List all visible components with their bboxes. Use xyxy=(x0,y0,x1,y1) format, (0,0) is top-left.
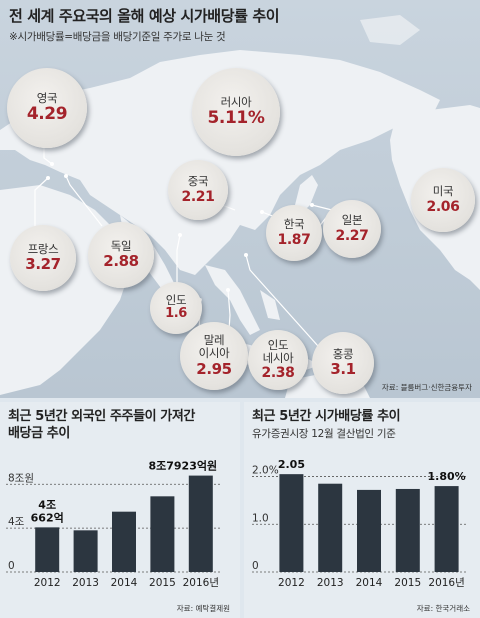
bubble-russia: 러시아 5.11% xyxy=(192,68,280,156)
bubble-indonesia: 인도 네시아 2.38 xyxy=(248,330,308,390)
bubble-hongkong: 홍콩 3.1 xyxy=(312,332,374,394)
country-name: 프랑스 xyxy=(27,241,59,256)
bubble-india: 인도 1.6 xyxy=(150,282,202,334)
x-tick-label: 2012 xyxy=(278,577,305,589)
country-value: 2.88 xyxy=(103,251,139,270)
country-value: 3.27 xyxy=(25,254,61,273)
bubble-china: 중국 2.21 xyxy=(168,160,228,220)
dividend-yield-panel: 최근 5년간 시가배당률 추이 유가증권시장 12월 결산법인 기준 0 1.0 2… xyxy=(244,402,480,618)
dividend-amount-panel: 최근 5년간 외국인 주주들이 가져간 배당금 추이 0 4조 8조원 2012 201… xyxy=(0,402,240,618)
country-name: 한국 xyxy=(283,217,305,232)
country-name: 인도 xyxy=(165,292,187,307)
bar xyxy=(150,496,175,572)
chart-source: 자료: 예탁결제원 xyxy=(176,604,230,613)
y-tick-label: 0 xyxy=(8,560,15,572)
dividend-amount-chart: 0 4조 8조원 2012 2013 2014 2015 2016년 4조 662억 8조7923억… xyxy=(6,459,220,589)
bubble-usa: 미국 2.06 xyxy=(411,168,475,232)
x-tick-label: 2016년 xyxy=(428,577,464,589)
chart-subtitle: 유가증권시장 12월 결산법인 기준 xyxy=(252,428,396,440)
country-name: 독일 xyxy=(110,238,132,253)
bubble-france: 프랑스 3.27 xyxy=(10,225,76,291)
bubble-korea: 한국 1.87 xyxy=(266,205,322,261)
country-name: 말레 이시아 xyxy=(198,333,230,361)
bubble-japan: 일본 2.27 xyxy=(323,200,381,258)
x-tick-label: 2015 xyxy=(394,577,421,589)
country-name: 러시아 xyxy=(220,94,252,109)
country-name: 영국 xyxy=(36,90,58,105)
x-tick-label: 2016년 xyxy=(183,577,219,589)
country-value: 3.1 xyxy=(330,359,356,378)
bubble-uk: 영국 4.29 xyxy=(7,68,87,148)
y-tick-label: 1.0 xyxy=(252,512,269,524)
country-name: 인도 네시아 xyxy=(262,337,294,365)
y-tick-label: 0 xyxy=(252,560,259,572)
bar xyxy=(395,488,420,572)
data-label: 8조7923억원 xyxy=(148,459,217,473)
dividend-yield-chart: 0 1.0 2.0% 2012 2013 2014 2015 2016년 2.05 1.80% xyxy=(252,458,466,589)
y-tick-label: 4조 xyxy=(8,516,25,528)
country-value: 2.38 xyxy=(261,365,295,382)
country-name: 홍콩 xyxy=(332,346,354,361)
x-tick-label: 2013 xyxy=(317,577,344,589)
page-subtitle: ※시가배당률=배당금을 배당기준일 주가로 나눈 것 xyxy=(9,31,226,43)
country-name: 미국 xyxy=(432,184,454,199)
bubble-malaysia: 말레 이시아 2.95 xyxy=(180,322,248,390)
country-value: 2.06 xyxy=(426,198,460,215)
data-label: 4조 662억 xyxy=(31,498,64,524)
bubble-germany: 독일 2.88 xyxy=(88,222,154,288)
bar xyxy=(112,511,136,572)
world-map-panel: 전 세계 주요국의 올해 예상 시가배당률 추이 ※시가배당률=배당금을 배당기… xyxy=(0,0,480,398)
country-name: 중국 xyxy=(187,174,209,189)
country-value: 4.29 xyxy=(26,103,68,124)
bar xyxy=(188,475,213,572)
chart-title: 최근 5년간 외국인 주주들이 가져간 배당금 추이 xyxy=(8,409,195,441)
x-tick-label: 2014 xyxy=(356,577,383,589)
chart-source: 자료: 한국거래소 xyxy=(416,604,470,613)
country-name: 일본 xyxy=(341,213,363,228)
y-tick-label: 2.0% xyxy=(252,465,279,477)
map-source: 자료: 블룸버그·신한금융투자 xyxy=(381,383,472,392)
country-value: 2.21 xyxy=(181,188,215,205)
country-value: 1.87 xyxy=(277,231,311,248)
chart-title: 최근 5년간 시가배당률 추이 xyxy=(252,409,401,424)
bar xyxy=(318,483,343,572)
x-tick-label: 2014 xyxy=(111,577,138,589)
page-title: 전 세계 주요국의 올해 예상 시가배당률 추이 xyxy=(9,7,280,25)
x-tick-label: 2013 xyxy=(72,577,99,589)
country-value: 2.95 xyxy=(196,359,232,378)
country-value: 5.11% xyxy=(207,107,265,128)
data-label: 2.05 xyxy=(278,458,305,471)
bar xyxy=(434,486,459,572)
y-tick-label: 8조원 xyxy=(8,472,34,484)
data-label: 1.80% xyxy=(428,470,466,483)
bar xyxy=(35,527,60,572)
country-value: 2.27 xyxy=(335,227,369,244)
x-tick-label: 2012 xyxy=(34,577,61,589)
bar xyxy=(73,530,98,572)
bar xyxy=(357,489,381,572)
bar xyxy=(279,474,304,572)
country-value: 1.6 xyxy=(165,306,187,322)
x-tick-label: 2015 xyxy=(149,577,176,589)
